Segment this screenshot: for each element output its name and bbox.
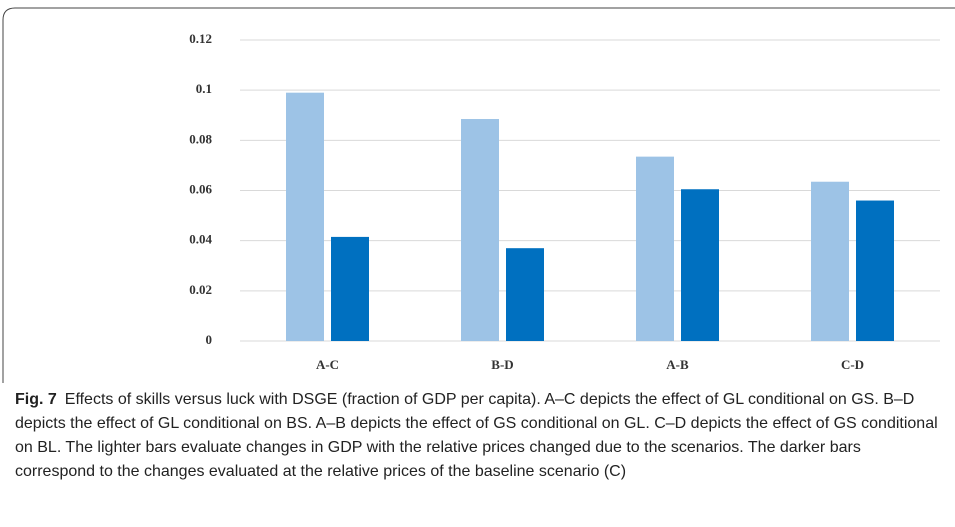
x-tick-label: C-D	[841, 357, 864, 372]
x-tick-label: A-C	[316, 357, 339, 372]
bar	[331, 236, 369, 341]
x-tick-label: B-D	[491, 357, 513, 372]
bar	[681, 189, 719, 341]
bar	[506, 248, 544, 341]
bar	[636, 156, 674, 341]
bar	[811, 181, 849, 341]
bar	[286, 92, 324, 341]
y-tick-label: 0.08	[189, 131, 212, 146]
y-tick-label: 0.06	[189, 181, 212, 196]
y-tick-label: 0.02	[189, 282, 212, 297]
caption-text: Effects of skills versus luck with DSGE …	[15, 391, 938, 480]
frame	[2, 7, 955, 383]
caption-label: Fig. 7	[15, 391, 57, 408]
x-tick-label: A-B	[666, 357, 689, 372]
bar	[461, 119, 499, 341]
bar	[856, 200, 894, 341]
y-tick-label: 0.04	[189, 232, 212, 247]
caption: Fig. 7 Effects of skills versus luck with…	[15, 388, 945, 484]
y-tick-label: 0.12	[189, 31, 212, 46]
chart: 0 0.02 0.04 0.06 0.08 0.1 0.12 A-C B-D A-B C-D	[2, 7, 955, 383]
y-tick-label: 0.1	[196, 81, 212, 96]
y-tick-label: 0	[206, 332, 213, 347]
